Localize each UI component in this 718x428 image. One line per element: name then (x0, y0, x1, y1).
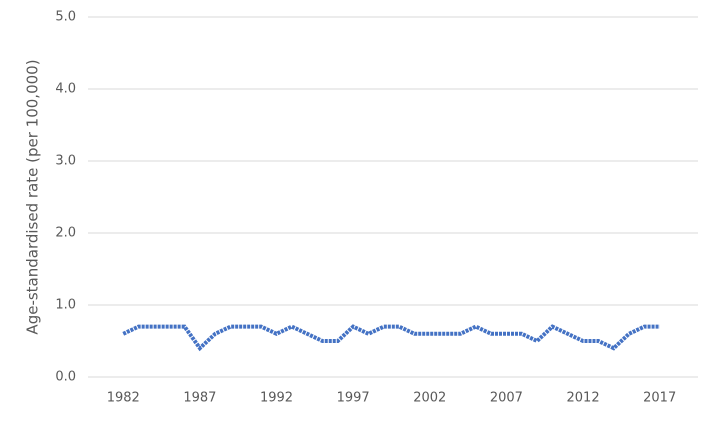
y-tick-label: 0.0 (55, 370, 76, 385)
x-tick-label: 2002 (413, 391, 446, 406)
x-tick-label: 2017 (643, 391, 676, 406)
y-axis-label: Age-standardised rate (per 100,000) (24, 59, 42, 334)
x-tick-label: 1997 (337, 391, 370, 406)
x-tick-label: 1992 (260, 391, 293, 406)
y-tick-label: 4.0 (55, 82, 76, 97)
x-tick-label: 1982 (107, 391, 140, 406)
x-tick-label: 2007 (490, 391, 523, 406)
x-tick-label: 2012 (567, 391, 600, 406)
y-tick-label: 2.0 (55, 226, 76, 241)
y-tick-label: 1.0 (55, 298, 76, 313)
x-tick-label: 1987 (183, 391, 216, 406)
data-line (122, 324, 660, 352)
y-tick-label: 5.0 (55, 10, 76, 25)
y-tick-label: 3.0 (55, 154, 76, 169)
